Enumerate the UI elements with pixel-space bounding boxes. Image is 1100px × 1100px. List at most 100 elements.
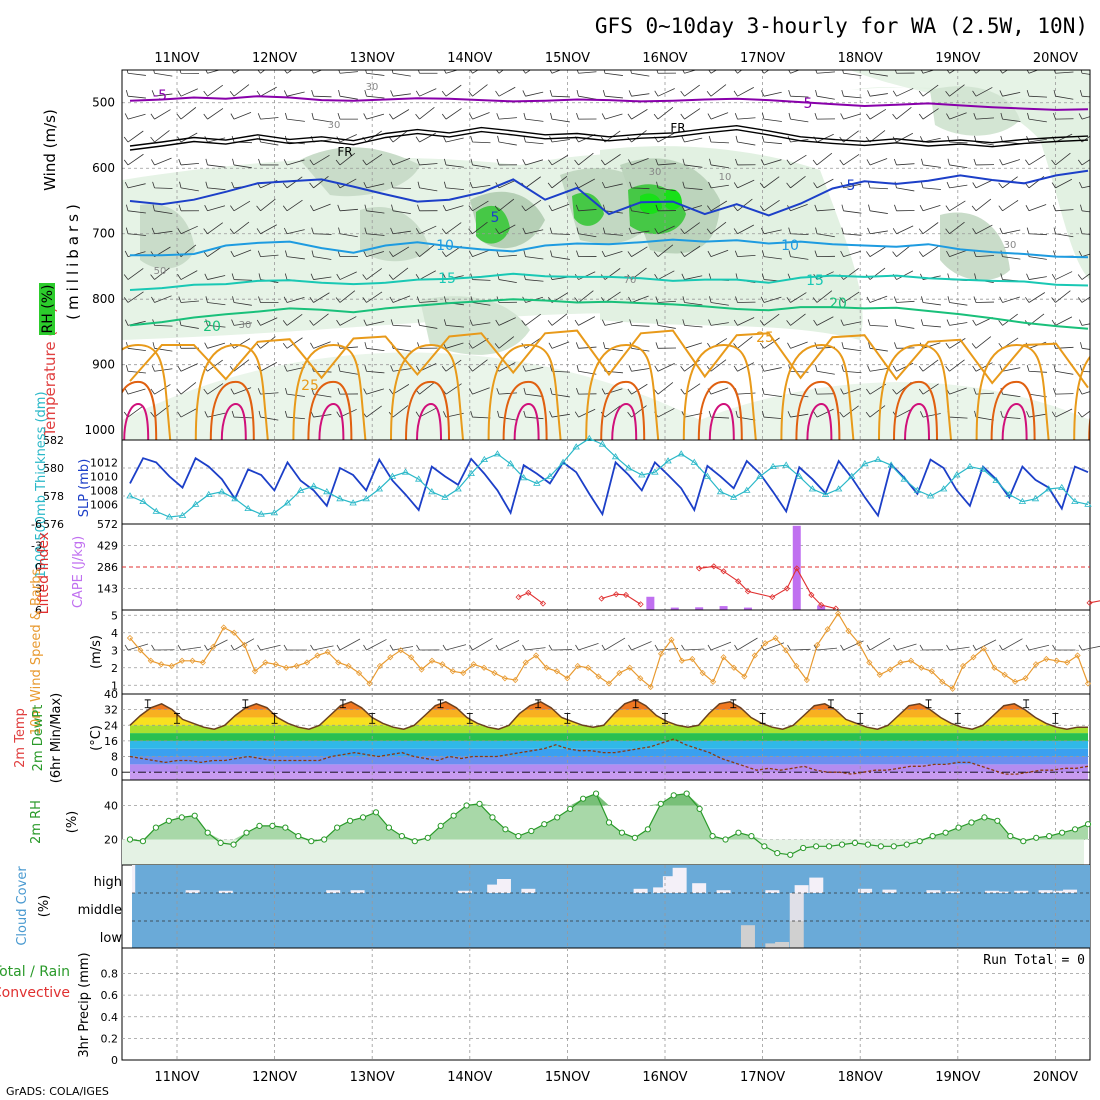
thickness-point bbox=[126, 492, 134, 499]
high-cloud-bar bbox=[672, 867, 687, 893]
mintemp-mark bbox=[954, 713, 961, 724]
wind10m-point bbox=[605, 680, 613, 687]
wind-barb bbox=[415, 225, 437, 235]
rh2m-point bbox=[787, 851, 794, 858]
high-cloud-bar bbox=[809, 877, 824, 893]
contour-label: 10 bbox=[719, 172, 732, 183]
high-cloud-bar bbox=[496, 879, 511, 893]
rh2m-point bbox=[230, 841, 237, 848]
thickness-point bbox=[218, 488, 226, 495]
boundary-contour bbox=[1088, 414, 1090, 440]
wind-barb bbox=[337, 112, 359, 120]
lifted-index-point bbox=[525, 589, 532, 596]
wind-barb bbox=[547, 175, 568, 189]
wind-barb bbox=[628, 295, 649, 303]
cloud-label: Cloud Cover bbox=[15, 866, 30, 946]
isotherm-line bbox=[130, 238, 1089, 259]
wind-barb bbox=[124, 181, 146, 189]
wind-barb bbox=[868, 342, 888, 352]
thickness-point bbox=[1031, 495, 1040, 502]
wind10m-point bbox=[855, 640, 862, 647]
wind-barb bbox=[655, 158, 676, 166]
high-cloud-bar bbox=[926, 890, 941, 893]
thickness-point bbox=[756, 472, 764, 479]
day-label-bottom: 15NOV bbox=[545, 1070, 590, 1085]
thickness-point bbox=[1071, 497, 1079, 504]
wind-barb bbox=[229, 84, 250, 97]
temperature-panel: 40 32 24 16 8 0 2m Temp 2m DewPt (6hr Min/Max… bbox=[13, 688, 1091, 783]
rh-max-area bbox=[640, 193, 662, 214]
wind-barb bbox=[124, 388, 146, 395]
wind-barb bbox=[152, 181, 173, 189]
wind-barb bbox=[337, 388, 359, 395]
wind10m-point bbox=[803, 676, 810, 684]
contour-label: 15 bbox=[438, 271, 456, 287]
wind-barb bbox=[999, 296, 1020, 303]
high-cloud-bar bbox=[326, 890, 341, 893]
rh2m-point bbox=[463, 802, 470, 809]
wind-barb bbox=[866, 295, 888, 303]
wind-barb bbox=[444, 158, 464, 168]
lifted-index-point bbox=[735, 578, 742, 585]
pressure-tick-label: 1000 bbox=[84, 423, 115, 437]
lifted-index-label: Lifted Index bbox=[36, 532, 52, 614]
lifted-index-point bbox=[783, 585, 791, 592]
wind-barb bbox=[602, 227, 623, 236]
wind-barb bbox=[204, 273, 226, 280]
wind-barb bbox=[920, 411, 941, 418]
wind-barb bbox=[549, 411, 570, 418]
wind-barb bbox=[656, 319, 676, 329]
thickness-point bbox=[953, 471, 961, 478]
wind-barb bbox=[522, 365, 544, 372]
rh2m-point bbox=[191, 812, 198, 819]
lifted-tick: 6 bbox=[35, 604, 42, 617]
cloud-unit: (%) bbox=[37, 895, 52, 918]
wind-barb bbox=[627, 383, 648, 395]
wind10m-point bbox=[543, 664, 550, 671]
boundary-contour bbox=[502, 380, 548, 440]
wind10m-point bbox=[991, 664, 998, 671]
wind-barb bbox=[971, 198, 992, 212]
rh2m-point bbox=[903, 841, 910, 848]
wind-barb bbox=[946, 112, 967, 120]
wind10m-barb bbox=[177, 644, 202, 651]
wind10m-barb bbox=[389, 644, 414, 651]
wind10m-point bbox=[980, 645, 987, 652]
wind-barb bbox=[945, 359, 965, 372]
wind10m-point bbox=[303, 659, 311, 666]
wind-barb bbox=[283, 90, 305, 97]
boundary-contour bbox=[292, 343, 367, 440]
cloud-grid bbox=[132, 865, 1090, 948]
wind-barb bbox=[338, 227, 358, 238]
wind-barb bbox=[309, 292, 330, 303]
high-cloud-bar bbox=[457, 890, 472, 893]
wind-barb bbox=[229, 221, 250, 235]
wind-barb bbox=[442, 204, 464, 212]
wind10m-point bbox=[949, 685, 956, 692]
wind-barb bbox=[656, 181, 676, 192]
contour-label: 10 bbox=[781, 238, 799, 254]
rh2m-point bbox=[541, 821, 548, 828]
wind10m-ticks: 5 4 3 2 1 bbox=[111, 609, 118, 692]
rh2m-point bbox=[126, 836, 134, 843]
contour-label: 5 bbox=[804, 96, 813, 112]
wind10m-barb bbox=[310, 644, 334, 651]
wind-barb bbox=[205, 319, 226, 328]
thickness-point bbox=[769, 462, 777, 469]
wind10m-point bbox=[283, 664, 290, 671]
contour-label: 30 bbox=[1004, 240, 1017, 251]
rh-shade-area bbox=[122, 70, 1090, 120]
rh2m-point bbox=[398, 833, 405, 840]
cape-bar bbox=[719, 606, 728, 610]
day-label-bottom: 13NOV bbox=[350, 1070, 395, 1085]
wind10m-point bbox=[1084, 680, 1092, 687]
wind10m-point bbox=[772, 634, 779, 642]
wind-barb bbox=[812, 152, 833, 166]
wind-barb bbox=[892, 107, 912, 120]
thickness-point bbox=[349, 499, 357, 506]
rh2m-point bbox=[618, 829, 626, 836]
wind-barb bbox=[178, 158, 199, 166]
wind-barb bbox=[362, 291, 383, 303]
pressure-tick-label: 500 bbox=[92, 96, 115, 110]
wind-barb bbox=[840, 319, 862, 326]
